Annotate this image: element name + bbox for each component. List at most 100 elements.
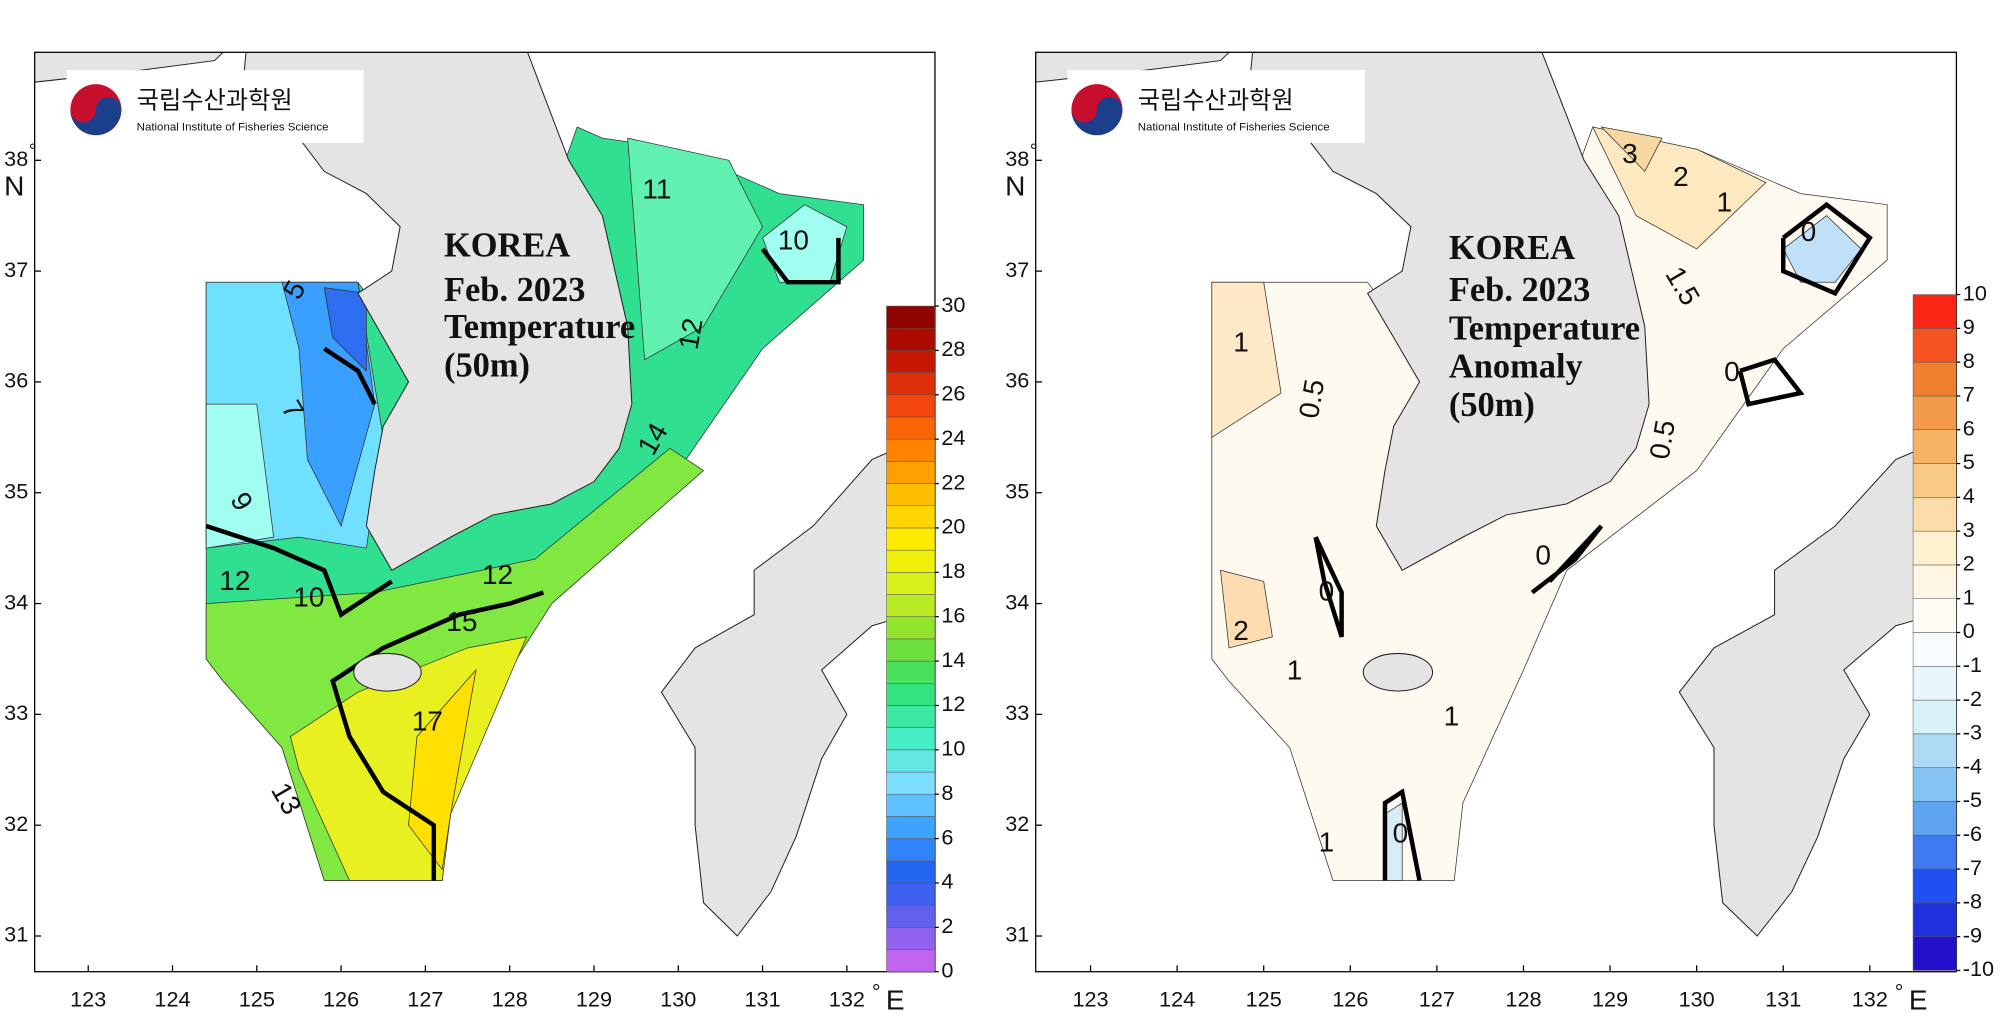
map-title: Anomaly <box>1449 348 1583 386</box>
lat-label: N <box>4 171 24 202</box>
lat-tick-label: 34 <box>4 589 28 614</box>
colorbar-tick-label: 8 <box>1963 348 1975 373</box>
jeju-island <box>353 652 422 692</box>
colorbar-band <box>1912 530 1957 566</box>
colorbar-band <box>1912 699 1957 735</box>
lon-tick-label: 123 <box>70 987 106 1012</box>
contour-label: 0 <box>1801 216 1817 247</box>
lon-tick-label: 124 <box>154 987 190 1012</box>
contour-label: 1 <box>1287 654 1303 685</box>
colorbar-band <box>1912 632 1957 667</box>
logo-emblem-blue <box>1071 96 1123 136</box>
logo-english: National Institute of Fisheries Science <box>137 122 329 134</box>
colorbar-band <box>886 860 936 884</box>
map-title: Feb. 2023 <box>1449 271 1591 309</box>
land <box>1245 52 1650 571</box>
contour-label: 0 <box>1535 540 1551 571</box>
contour-label: 0.5 <box>1293 377 1330 421</box>
colorbar-tick-label: 24 <box>941 425 965 450</box>
colorbar-band <box>886 594 936 617</box>
colorbar-band <box>1912 936 1957 971</box>
contour-line <box>760 237 841 285</box>
field-region <box>1220 569 1273 649</box>
colorbar-band <box>886 683 936 706</box>
colorbar-band <box>886 549 936 573</box>
colorbar-tick-label: -3 <box>1963 720 1982 745</box>
colorbar-tick-label: 1 <box>1963 584 1975 609</box>
colorbar-band <box>886 949 936 972</box>
lat-tick-label: 36 <box>4 368 28 393</box>
contour-label: 1 <box>1444 700 1460 731</box>
colorbar-band <box>1912 666 1957 701</box>
contour-label: 12 <box>673 316 709 352</box>
colorbar-band <box>886 416 936 440</box>
colorbar-tick-label: 30 <box>941 292 965 317</box>
colorbar-tick-label: 3 <box>1963 517 1975 542</box>
logo-english: National Institute of Fisheries Science <box>1138 122 1330 134</box>
map-title: Feb. 2023 <box>444 271 586 309</box>
colorbar-band <box>886 305 936 329</box>
colorbar-band <box>1912 328 1957 363</box>
contour-line <box>205 523 393 619</box>
colorbar-band <box>886 394 936 418</box>
colorbar-tick-label: -6 <box>1963 821 1982 846</box>
colorbar-band <box>886 438 936 462</box>
colorbar-tick-label: 28 <box>941 336 965 361</box>
field-region <box>1600 126 1663 173</box>
degree-sign: ° <box>1895 979 1904 1004</box>
land <box>239 52 633 571</box>
contour-label: 12 <box>482 559 513 590</box>
land <box>1678 433 1957 937</box>
lat-tick-label: 36 <box>1005 368 1029 393</box>
lon-tick-label: 131 <box>1765 987 1801 1012</box>
contour-label: 2 <box>1233 615 1249 646</box>
lat-tick-label: 31 <box>4 922 28 947</box>
colorbar-band <box>886 904 936 928</box>
lon-label: E <box>1909 985 1928 1016</box>
colorbar-tick-label: -4 <box>1963 753 1982 778</box>
colorbar-band <box>1912 767 1957 802</box>
colorbar-band <box>886 927 936 950</box>
lat-tick-label: 35 <box>4 478 28 503</box>
contour-line <box>1781 201 1873 297</box>
map-area <box>34 52 935 937</box>
colorbar-tick-label: 6 <box>1963 415 1975 440</box>
jeju-island <box>1362 652 1434 692</box>
colorbar-tick-label: 2 <box>941 913 953 938</box>
lat-label: N <box>1005 171 1025 202</box>
lon-tick-label: 128 <box>1505 987 1541 1012</box>
degree-sign: ° <box>872 979 881 1004</box>
colorbar-band <box>886 372 936 396</box>
colorbar-band <box>886 616 936 640</box>
lat-tick-label: 38 <box>1005 146 1029 171</box>
lat-tick-label: 38 <box>4 146 28 171</box>
colorbar-band <box>886 816 936 839</box>
logo-korean: 국립수산과학원 <box>137 87 293 114</box>
colorbar-tick-label: 14 <box>941 647 965 672</box>
contour-label: 1 <box>1717 186 1733 217</box>
colorbar-tick-label: -8 <box>1963 889 1982 914</box>
contour-label: 1 <box>1319 827 1335 858</box>
map-area <box>1035 52 1957 937</box>
field-region <box>323 287 367 372</box>
lon-tick-label: 125 <box>239 987 275 1012</box>
lon-tick-label: 125 <box>1246 987 1282 1012</box>
contour-line <box>1382 788 1422 881</box>
lat-tick-label: 33 <box>4 700 28 725</box>
field-region <box>205 403 275 549</box>
map-title: Temperature <box>1449 309 1640 347</box>
colorbar-band <box>886 505 936 529</box>
colorbar-band <box>1912 497 1957 532</box>
colorbar-band <box>886 749 936 773</box>
contour-line <box>323 346 377 406</box>
lat-tick-label: 37 <box>1005 257 1029 282</box>
colorbar-tick-label: -10 <box>1963 956 1994 981</box>
contour-line <box>1737 357 1805 407</box>
degree-sign: ° <box>1018 142 1039 150</box>
colorbar-tick-label: 26 <box>941 381 965 406</box>
logo-emblem-blue <box>70 96 122 136</box>
map-title: Temperature <box>444 308 635 346</box>
colorbar-band <box>886 705 936 728</box>
